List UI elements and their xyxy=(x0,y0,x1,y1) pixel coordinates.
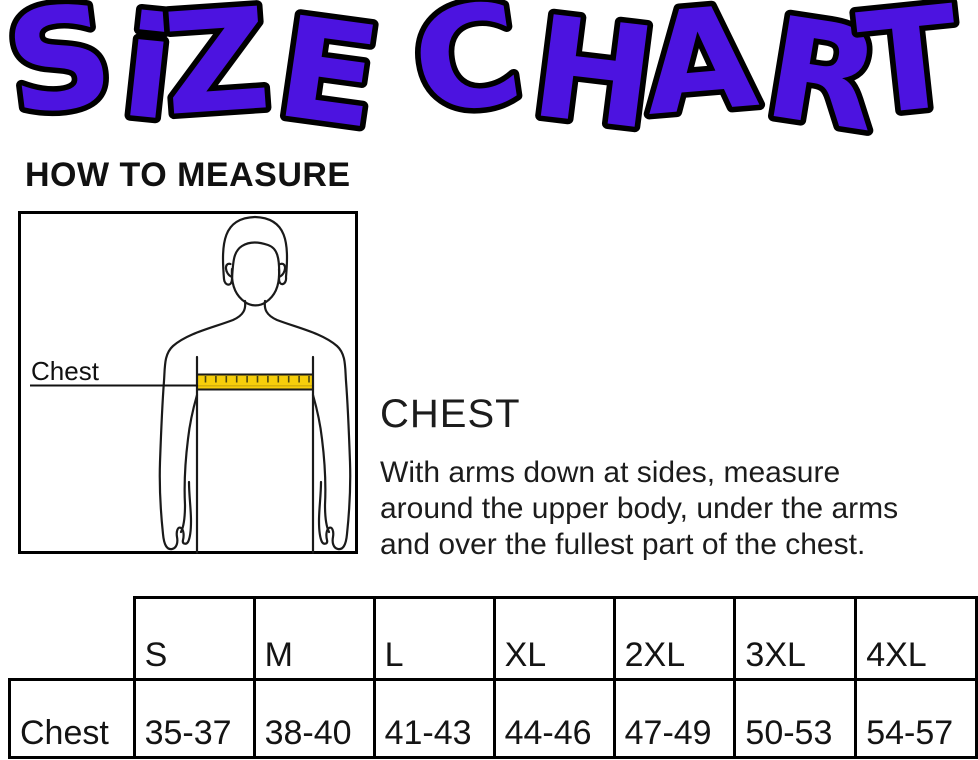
measuring-tape-graphic xyxy=(196,373,314,391)
measurement-figure: Chest xyxy=(18,211,358,554)
chest-values-row: Chest 35-37 38-40 41-43 44-46 47-49 50-5… xyxy=(8,678,978,759)
size-column-header: L xyxy=(372,596,496,681)
row-label-cell: Chest xyxy=(8,678,136,759)
left-arm-outline xyxy=(158,299,247,551)
how-to-measure-heading: HOW TO MEASURE xyxy=(25,156,351,194)
size-column-header: XL xyxy=(492,596,616,681)
instruction-line: and over the fullest part of the chest. xyxy=(380,528,866,561)
empty-corner-cell xyxy=(10,598,135,680)
size-column-header: 4XL xyxy=(854,596,978,681)
chest-value-cell: 47-49 xyxy=(612,678,737,759)
chest-instructions: CHEST With arms down at sides, measure a… xyxy=(380,392,978,563)
tape-band xyxy=(196,373,314,391)
size-chart-table: S M L XL 2XL 3XL 4XL Chest 35-37 38-40 4… xyxy=(8,596,978,759)
tape-tick-marks xyxy=(204,376,310,383)
page-title: SiZE CHART xyxy=(0,0,967,165)
size-header-row: S M L XL 2XL 3XL 4XL xyxy=(10,596,978,681)
chest-value-cell: 44-46 xyxy=(492,678,616,759)
right-inner-arm-line xyxy=(311,393,331,534)
chest-value-cell: 54-57 xyxy=(854,678,978,759)
left-ear xyxy=(224,262,234,279)
male-torso-illustration xyxy=(158,215,352,554)
chest-callout-label: Chest xyxy=(31,356,100,386)
size-column-header: M xyxy=(252,596,376,681)
size-column-header: 3XL xyxy=(733,596,858,681)
chest-value-cell: 50-53 xyxy=(733,678,858,759)
page-title-graphic: SiZE CHART xyxy=(0,0,973,170)
left-inner-arm-line xyxy=(179,393,199,534)
right-arm-outline xyxy=(263,299,352,551)
instruction-line: With arms down at sides, measure xyxy=(380,456,841,489)
right-ear xyxy=(277,262,287,279)
chest-instructions-heading: CHEST xyxy=(380,392,521,436)
face-outline xyxy=(230,267,281,307)
chest-value-cell: 38-40 xyxy=(252,678,376,759)
chest-instructions-text: With arms down at sides, measure around … xyxy=(380,455,978,563)
chest-value-cell: 41-43 xyxy=(372,678,496,759)
chest-value-cell: 35-37 xyxy=(132,678,256,759)
size-column-header: 2XL xyxy=(612,596,737,681)
instruction-line: around the upper body, under the arms xyxy=(380,492,899,525)
size-column-header: S xyxy=(132,596,256,681)
